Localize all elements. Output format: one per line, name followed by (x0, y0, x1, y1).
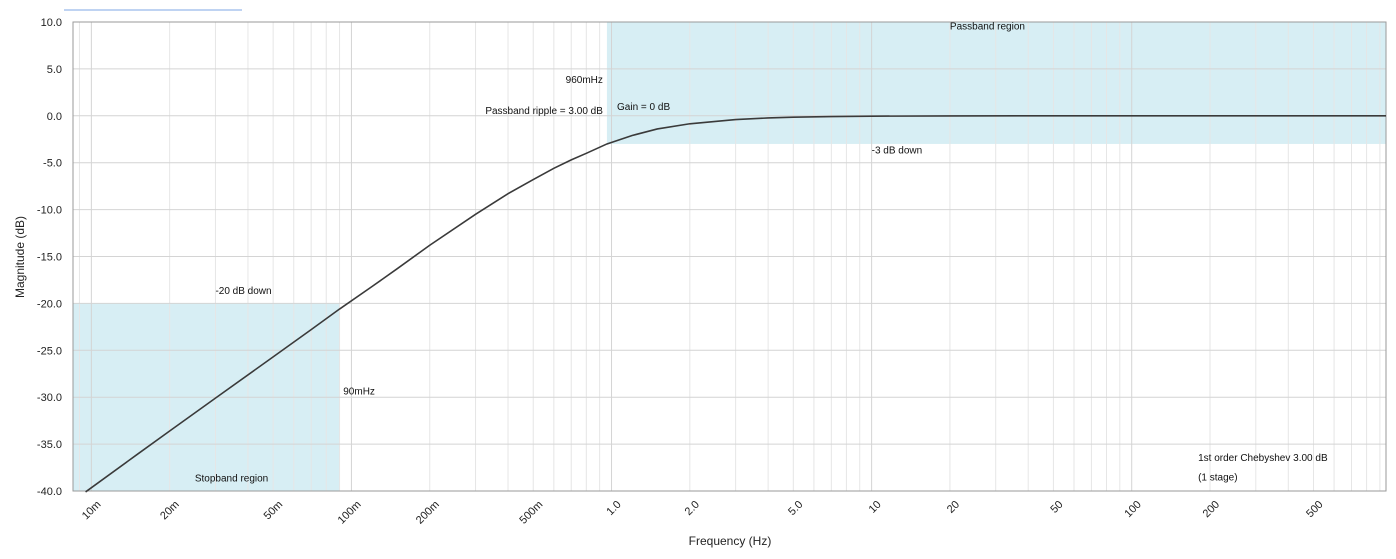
annotation-label: 90mHz (343, 386, 375, 397)
x-tick-label: 5.0 (786, 499, 805, 518)
y-tick-label: -40.0 (37, 486, 62, 498)
series-layer (85, 115, 1386, 493)
x-axis-title: Frequency (Hz) (689, 534, 772, 548)
annotation-label: 1st order Chebyshev 3.00 dB (1198, 453, 1328, 464)
x-tick-label: 1.0 (604, 499, 623, 518)
annotation-label: 960mHz (566, 75, 603, 86)
x-tick-label: 100m (336, 499, 364, 527)
y-tick-labels: 10.0 5.0 0.0 -5.0 -10.0 -15.0 -20.0 -25.0 -30.0 -… (37, 17, 62, 498)
x-tick-label: 100 (1122, 499, 1143, 520)
y-tick-label: 0.0 (47, 111, 62, 123)
x-tick-label: 2.0 (683, 499, 702, 518)
annotation-label: Passband ripple = 3.00 dB (485, 106, 603, 117)
annotation-label: Gain = 0 dB (617, 102, 670, 113)
annotation-label: Passband region (950, 22, 1025, 33)
annotation-label: -20 dB down (215, 286, 271, 297)
grid-layer (73, 21, 1386, 492)
y-tick-label: -30.0 (37, 392, 62, 404)
x-tick-label: 200 (1201, 499, 1222, 520)
y-tick-label: -20.0 (37, 298, 62, 310)
annotation-label: Stopband region (195, 474, 268, 485)
x-tick-label: 500 (1304, 499, 1325, 520)
x-tick-label: 50 (1048, 499, 1065, 516)
x-tick-label: 20m (158, 499, 182, 523)
y-tick-label: -5.0 (43, 158, 62, 170)
x-tick-label: 50m (262, 499, 286, 523)
passband-region (606, 22, 1386, 144)
x-tick-label: 10 (867, 499, 884, 516)
plot-frame (72, 21, 1387, 492)
y-axis-title: Magnitude (dB) (13, 216, 27, 298)
y-tick-label: -25.0 (37, 345, 62, 357)
response-curve (85, 115, 1386, 493)
annotation-label: (1 stage) (1198, 473, 1237, 484)
y-tick-label: -10.0 (37, 205, 62, 217)
y-tick-label: -15.0 (37, 252, 62, 264)
annotations-layer: Passband region 960mHz Passband ripple = 3… (195, 22, 1328, 485)
x-tick-label: 20 (945, 499, 962, 516)
y-tick-label: 10.0 (41, 17, 62, 29)
x-tick-labels: 10m 20m 50m 100m 200m 500m 1.0 2.0 5.0 10 20 50 100 2… (80, 499, 1326, 527)
x-tick-label: 500m (517, 499, 545, 527)
annotation-label: -3 dB down (872, 145, 923, 156)
x-tick-label: 200m (414, 499, 442, 527)
x-tick-label: 10m (80, 499, 104, 523)
y-tick-label: 5.0 (47, 64, 62, 76)
y-tick-label: -35.0 (37, 439, 62, 451)
